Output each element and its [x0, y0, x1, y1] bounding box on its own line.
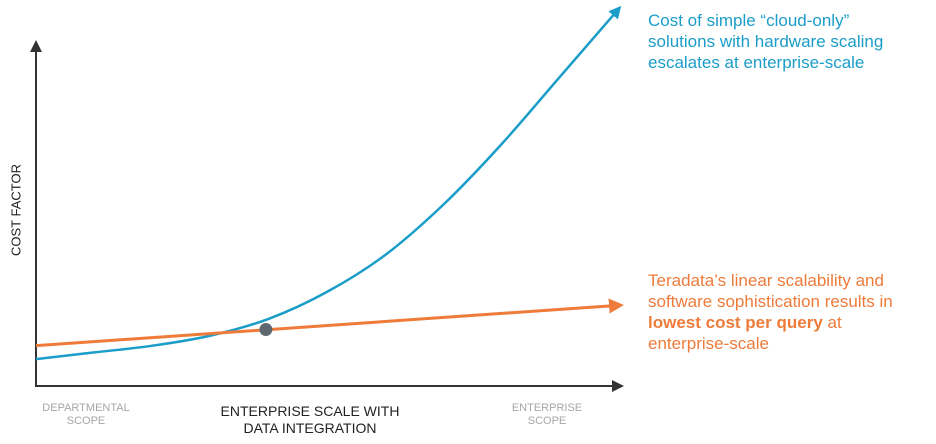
- cloud-only-cost-line: [35, 5, 622, 361]
- cloud-annotation-line: Cost of simple “cloud-only”: [648, 11, 850, 30]
- x-axis-label-line2: DATA INTEGRATION: [243, 420, 377, 436]
- cloud-annotation-line: escalates at enterprise-scale: [648, 53, 865, 72]
- cloud-annotation-line: solutions with hardware scaling: [648, 32, 884, 51]
- x-tick-departmental: DEPARTMENTAL SCOPE: [26, 402, 146, 428]
- teradata-annotation-rest: at: [822, 313, 842, 332]
- y-axis-label: COST FACTOR: [8, 164, 24, 256]
- x-axis-label-line1: ENTERPRISE SCALE WITH: [220, 403, 400, 419]
- teradata-annotation-line: Teradata’s linear scalability and: [648, 271, 884, 290]
- cloud-only-annotation: Cost of simple “cloud-only” solutions wi…: [648, 10, 883, 73]
- x-tick-enterprise-line1: ENTERPRISE: [511, 402, 583, 414]
- teradata-annotation-line: lowest cost per query at: [648, 312, 893, 333]
- teradata-annotation: Teradata’s linear scalability and softwa…: [648, 270, 893, 354]
- x-tick-enterprise-line2: SCOPE: [527, 415, 567, 427]
- x-tick-enterprise: ENTERPRISE SCOPE: [487, 402, 607, 428]
- teradata-annotation-bold: lowest cost per query: [648, 313, 823, 332]
- x-axis-label: ENTERPRISE SCALE WITH DATA INTEGRATION: [190, 403, 430, 437]
- teradata-annotation-line: software sophistication results in: [648, 292, 893, 311]
- x-tick-departmental-line2: SCOPE: [66, 415, 106, 427]
- x-tick-departmental-line1: DEPARTMENTAL: [42, 402, 130, 414]
- teradata-cost-line: [35, 298, 624, 348]
- teradata-annotation-line: enterprise-scale: [648, 334, 769, 353]
- intersection-point: [259, 323, 273, 337]
